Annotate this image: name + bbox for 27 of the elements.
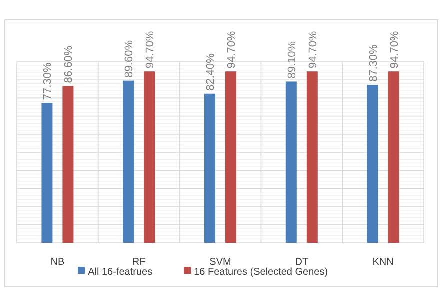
bar: [62, 86, 74, 243]
data-label: 86.60%: [63, 46, 76, 84]
data-label: 77.30%: [42, 62, 54, 100]
data-label: 94.70%: [307, 31, 320, 69]
x-tick-label: NB: [50, 257, 65, 268]
bar: [367, 84, 378, 243]
x-tick-label: SVM: [210, 257, 232, 268]
bar: [306, 72, 318, 243]
bar: [388, 72, 400, 243]
bar: [226, 72, 236, 243]
data-label: 87.30%: [368, 44, 380, 82]
bar: [123, 80, 134, 243]
data-label: 94.70%: [388, 31, 401, 69]
data-label: 94.70%: [144, 31, 157, 69]
x-tick-label: DT: [295, 257, 309, 268]
data-label: 82.40%: [205, 53, 217, 91]
data-label: 89.10%: [286, 41, 298, 79]
bar: [286, 82, 297, 243]
legend-label: All 16-featrues: [88, 267, 153, 278]
x-tick-label: RF: [132, 257, 146, 268]
data-label: 94.70%: [226, 31, 238, 69]
legend-label: 16 Features (Selected Genes): [194, 267, 328, 278]
x-tick-label: KNN: [372, 257, 394, 268]
bar: [42, 103, 53, 243]
bar: [144, 72, 156, 243]
bar: [204, 94, 216, 243]
data-label: 89.60%: [124, 40, 136, 78]
